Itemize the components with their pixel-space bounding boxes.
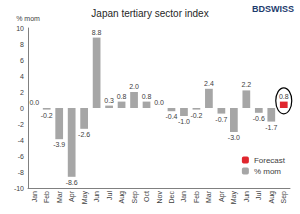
svg-text:May: May bbox=[230, 191, 238, 205]
svg-text:% mom: % mom bbox=[16, 15, 40, 22]
svg-text:Nov: Nov bbox=[156, 191, 163, 204]
svg-text:0.3: 0.3 bbox=[104, 97, 114, 104]
svg-text:Feb: Feb bbox=[43, 191, 50, 203]
svg-text:% mom: % mom bbox=[254, 167, 281, 176]
svg-text:-0.2: -0.2 bbox=[41, 112, 53, 119]
svg-text:4: 4 bbox=[20, 73, 24, 80]
svg-text:Jan: Jan bbox=[180, 191, 187, 202]
svg-text:Aug: Aug bbox=[118, 191, 126, 204]
svg-text:10: 10 bbox=[16, 25, 24, 32]
svg-text:Forecast: Forecast bbox=[254, 156, 286, 165]
svg-text:Feb: Feb bbox=[193, 191, 200, 203]
svg-text:-8: -8 bbox=[18, 169, 24, 176]
svg-text:BDSWISS: BDSWISS bbox=[252, 4, 294, 14]
svg-text:2.0: 2.0 bbox=[129, 83, 139, 90]
svg-text:May: May bbox=[81, 191, 89, 205]
svg-text:Dec: Dec bbox=[168, 191, 175, 204]
svg-text:2: 2 bbox=[20, 89, 24, 96]
svg-text:2.2: 2.2 bbox=[241, 81, 251, 88]
svg-text:Mar: Mar bbox=[205, 190, 212, 203]
svg-text:Apr: Apr bbox=[68, 190, 76, 202]
svg-text:Jul: Jul bbox=[255, 191, 262, 200]
svg-text:2.4: 2.4 bbox=[204, 80, 214, 87]
svg-text:-10: -10 bbox=[14, 185, 24, 192]
svg-text:Jun: Jun bbox=[243, 191, 250, 202]
svg-text:0.8: 0.8 bbox=[279, 93, 289, 100]
svg-text:Sep: Sep bbox=[280, 191, 288, 204]
svg-text:-3.0: -3.0 bbox=[228, 134, 240, 141]
svg-text:-0.2: -0.2 bbox=[190, 112, 202, 119]
svg-text:0.8: 0.8 bbox=[142, 93, 152, 100]
svg-text:Sep: Sep bbox=[131, 191, 139, 204]
svg-text:-1.0: -1.0 bbox=[178, 118, 190, 125]
svg-text:-0.6: -0.6 bbox=[253, 115, 265, 122]
svg-text:6: 6 bbox=[20, 57, 24, 64]
svg-text:0: 0 bbox=[20, 105, 24, 112]
svg-text:0.8: 0.8 bbox=[117, 93, 127, 100]
svg-text:Jun: Jun bbox=[93, 191, 100, 202]
svg-text:-0.4: -0.4 bbox=[165, 113, 177, 120]
svg-text:-6: -6 bbox=[18, 153, 24, 160]
svg-text:Jul: Jul bbox=[106, 191, 113, 200]
svg-text:-1.7: -1.7 bbox=[265, 124, 277, 131]
svg-text:Oct: Oct bbox=[143, 191, 150, 202]
svg-text:0.0: 0.0 bbox=[154, 99, 164, 106]
svg-text:-8.6: -8.6 bbox=[66, 179, 78, 186]
svg-text:-2: -2 bbox=[18, 121, 24, 128]
svg-text:-4: -4 bbox=[18, 137, 24, 144]
svg-text:-2.6: -2.6 bbox=[78, 131, 90, 138]
svg-text:Aug: Aug bbox=[268, 191, 276, 204]
svg-text:Japan tertiary sector index: Japan tertiary sector index bbox=[91, 8, 208, 19]
svg-text:0.0: 0.0 bbox=[29, 99, 39, 106]
svg-text:Apr: Apr bbox=[218, 190, 226, 202]
svg-text:-0.7: -0.7 bbox=[215, 116, 227, 123]
svg-text:Mar: Mar bbox=[56, 190, 63, 203]
svg-text:-3.9: -3.9 bbox=[53, 141, 65, 148]
svg-text:Jan: Jan bbox=[31, 191, 38, 202]
svg-text:8.8: 8.8 bbox=[92, 29, 102, 36]
svg-text:8: 8 bbox=[20, 41, 24, 48]
